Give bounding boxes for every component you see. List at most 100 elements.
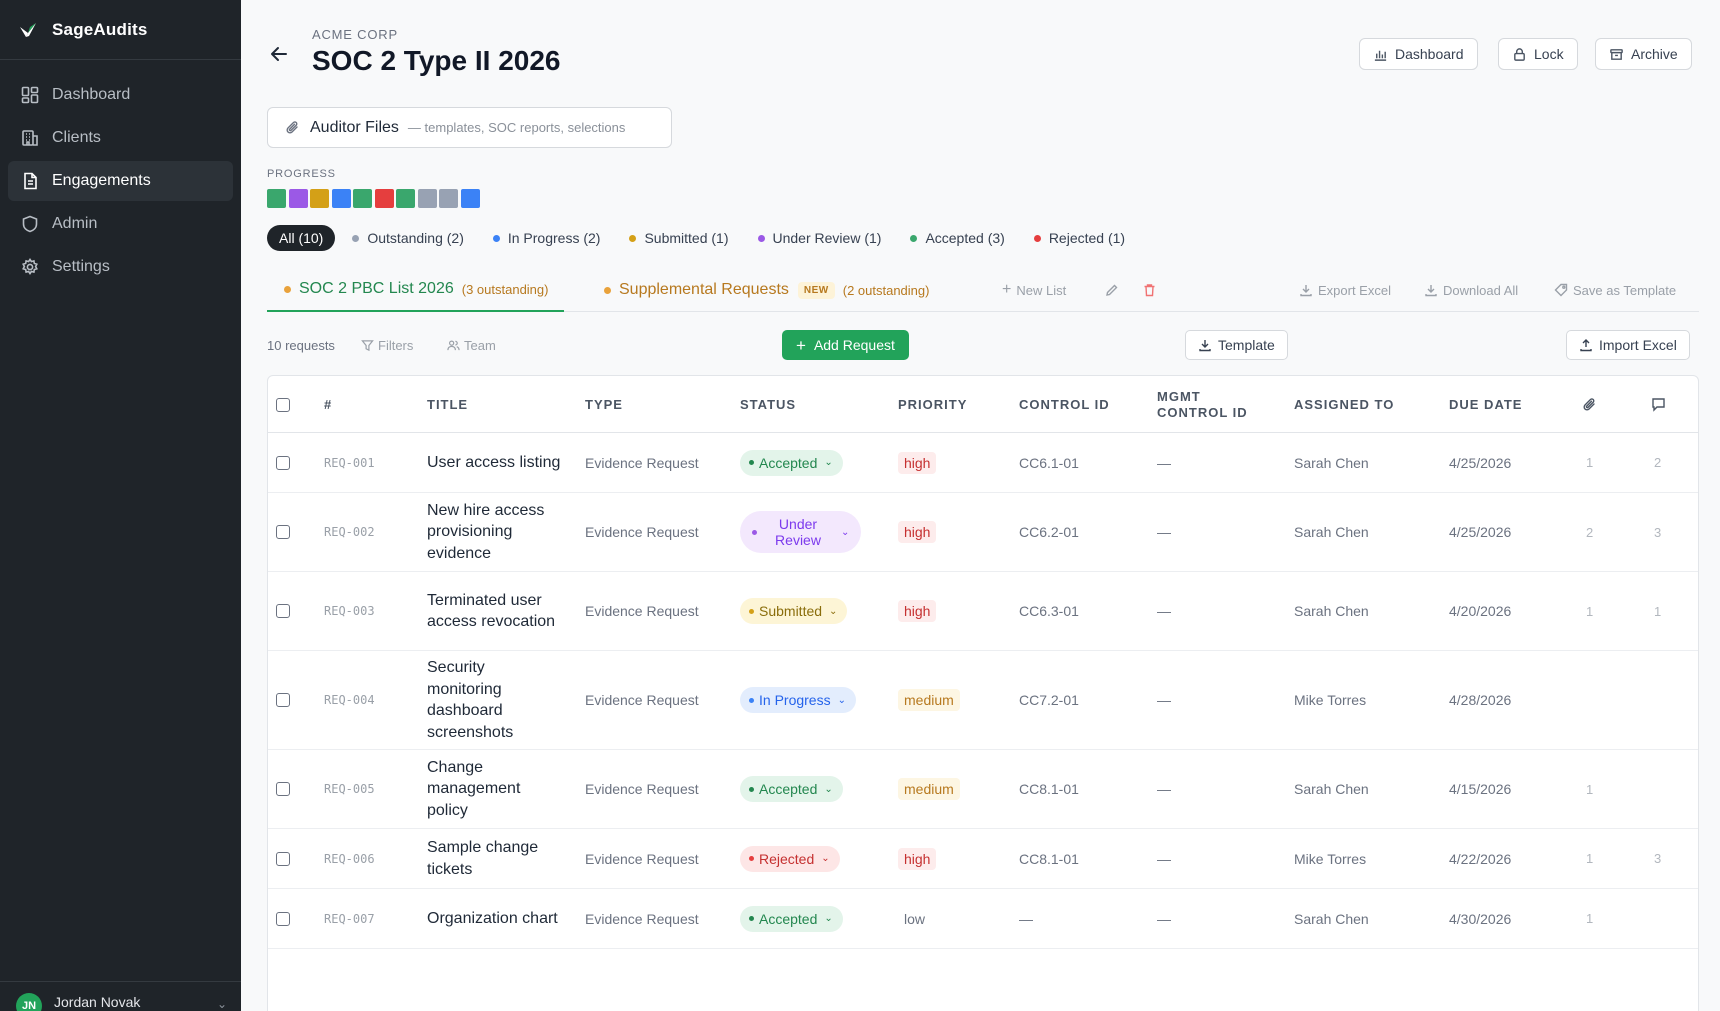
request-title[interactable]: Security monitoring dashboard screenshot… <box>427 659 514 741</box>
col-assigned-to[interactable]: ASSIGNED TO <box>1294 396 1395 412</box>
row-checkbox[interactable] <box>276 525 290 539</box>
trash-icon[interactable] <box>1143 283 1156 297</box>
request-title[interactable]: Sample change tickets <box>427 839 539 878</box>
col-title[interactable]: TITLE <box>427 396 469 412</box>
status-dropdown[interactable]: Under Review ⌄ <box>740 511 862 553</box>
request-title[interactable]: User access listing <box>427 453 561 471</box>
status-dot <box>749 460 754 465</box>
pencil-icon[interactable] <box>1105 283 1119 297</box>
col-control-id[interactable]: CONTROL ID <box>1019 396 1110 412</box>
comment-count[interactable]: 3 <box>1654 524 1662 540</box>
template-button[interactable]: Template <box>1185 330 1288 360</box>
filter-chip[interactable]: All (10) <box>267 225 336 251</box>
sidebar-item-admin[interactable]: Admin <box>8 204 233 244</box>
mgmt-control-id: — <box>1157 850 1171 867</box>
assigned-to[interactable]: Sarah Chen <box>1294 781 1369 797</box>
status-dropdown[interactable]: In Progress ⌄ <box>740 687 856 713</box>
attachment-count[interactable]: 1 <box>1586 781 1594 797</box>
row-checkbox[interactable] <box>276 851 290 866</box>
filter-chip[interactable]: Accepted (3) <box>898 225 1016 251</box>
import-excel-button[interactable]: Import Excel <box>1566 330 1690 360</box>
status-dropdown[interactable]: Rejected ⌄ <box>740 845 840 872</box>
filter-chip[interactable]: Rejected (1) <box>1022 225 1137 251</box>
status-dropdown[interactable]: Submitted ⌄ <box>740 598 848 624</box>
sidebar-item-settings[interactable]: Settings <box>8 247 233 287</box>
table-row[interactable]: REQ-001 User access listing Evidence Req… <box>268 433 1698 493</box>
new-list-button[interactable]: + New List <box>1002 268 1066 312</box>
comment-count[interactable]: 1 <box>1654 603 1662 619</box>
chevron-down-icon: ⌄ <box>821 853 830 864</box>
sidebar-item-dashboard[interactable]: Dashboard <box>8 75 233 115</box>
brand-name: SageAudits <box>52 19 148 39</box>
lock-button[interactable]: Lock <box>1498 38 1578 70</box>
attachment-count[interactable]: 2 <box>1586 524 1594 540</box>
table-row[interactable]: REQ-007 Organization chart Evidence Requ… <box>268 889 1698 949</box>
filters-button[interactable]: Filters <box>361 328 413 362</box>
row-checkbox[interactable] <box>276 455 290 470</box>
table-row[interactable]: REQ-005 Change management policy Evidenc… <box>268 750 1698 829</box>
status-dropdown[interactable]: Accepted ⌄ <box>740 776 843 802</box>
sidebar-item-clients[interactable]: Clients <box>8 118 233 158</box>
download-all-button[interactable]: Download All <box>1424 268 1518 312</box>
progress-blocks <box>267 189 482 208</box>
row-checkbox[interactable] <box>276 911 290 926</box>
status-dropdown[interactable]: Accepted ⌄ <box>740 905 843 932</box>
assigned-to[interactable]: Sarah Chen <box>1294 454 1369 471</box>
filter-chip[interactable]: In Progress (2) <box>481 225 613 251</box>
filter-chip[interactable]: Under Review (1) <box>746 225 894 251</box>
table-row[interactable]: REQ-002 New hire access provisioning evi… <box>268 493 1698 572</box>
progress-block <box>374 189 394 208</box>
select-all-checkbox[interactable] <box>276 397 290 412</box>
comment-count[interactable]: 2 <box>1654 455 1662 470</box>
progress-block <box>331 189 351 208</box>
lock-icon <box>1514 47 1525 61</box>
status-label: Submitted <box>759 603 823 619</box>
row-checkbox[interactable] <box>276 604 290 618</box>
assigned-to[interactable]: Mike Torres <box>1294 692 1367 708</box>
col-status[interactable]: STATUS <box>740 396 797 412</box>
row-checkbox[interactable] <box>276 782 290 796</box>
table-row[interactable]: REQ-004 Security monitoring dashboard sc… <box>268 651 1698 750</box>
col-due-date[interactable]: DUE DATE <box>1449 396 1523 412</box>
col-mgmt-control-id[interactable]: MGMT CONTROL ID <box>1157 388 1248 420</box>
assigned-to[interactable]: Sarah Chen <box>1294 603 1369 619</box>
attachment-count[interactable]: 1 <box>1586 455 1594 470</box>
col-type[interactable]: TYPE <box>585 396 623 412</box>
save-as-template-button[interactable]: Save as Template <box>1554 268 1676 312</box>
row-checkbox[interactable] <box>276 693 290 707</box>
request-title[interactable]: Terminated user access revocation <box>427 591 556 631</box>
table-row[interactable]: REQ-003 Terminated user access revocatio… <box>268 572 1698 651</box>
export-excel-button[interactable]: Export Excel <box>1299 268 1391 312</box>
auditor-files-label: Auditor Files <box>310 118 399 136</box>
chevron-down-icon: ⌄ <box>216 997 227 1011</box>
back-arrow-icon[interactable] <box>268 43 290 65</box>
assigned-to[interactable]: Mike Torres <box>1294 850 1367 867</box>
assigned-to[interactable]: Sarah Chen <box>1294 910 1369 927</box>
status-label: Accepted <box>759 454 818 471</box>
table-row[interactable]: REQ-006 Sample change tickets Evidence R… <box>268 829 1698 889</box>
filter-chip[interactable]: Outstanding (2) <box>340 225 476 251</box>
tab-soc2-pbc-list[interactable]: SOC 2 PBC List 2026 (3 outstanding) <box>267 268 565 312</box>
request-title[interactable]: Organization chart <box>427 909 558 927</box>
progress-block <box>267 189 286 208</box>
attachment-count[interactable]: 1 <box>1586 851 1594 866</box>
request-title[interactable]: Change management policy <box>427 758 521 819</box>
dashboard-button[interactable]: Dashboard <box>1359 38 1478 70</box>
brand[interactable]: SageAudits <box>0 0 241 60</box>
row-select-cell <box>276 651 290 749</box>
attachment-count[interactable]: 1 <box>1586 911 1594 926</box>
user-menu[interactable]: JN Jordan Novak ⌄ <box>0 981 241 1011</box>
comment-count[interactable]: 3 <box>1654 851 1662 866</box>
attachment-count[interactable]: 1 <box>1586 603 1594 619</box>
tab-supplemental-requests[interactable]: Supplemental Requests NEW (2 outstanding… <box>604 268 929 312</box>
request-title[interactable]: New hire access provisioning evidence <box>427 501 545 562</box>
assigned-to[interactable]: Sarah Chen <box>1294 524 1369 540</box>
archive-button[interactable]: Archive <box>1595 38 1692 70</box>
sidebar-item-engagements[interactable]: Engagements <box>8 161 233 201</box>
auditor-files-button[interactable]: Auditor Files — templates, SOC reports, … <box>267 107 672 148</box>
status-dropdown[interactable]: Accepted ⌄ <box>740 449 843 476</box>
team-button[interactable]: Team <box>447 328 496 362</box>
add-request-button[interactable]: + Add Request <box>782 330 909 360</box>
col-priority[interactable]: PRIORITY <box>898 396 968 412</box>
filter-chip[interactable]: Submitted (1) <box>617 225 740 251</box>
